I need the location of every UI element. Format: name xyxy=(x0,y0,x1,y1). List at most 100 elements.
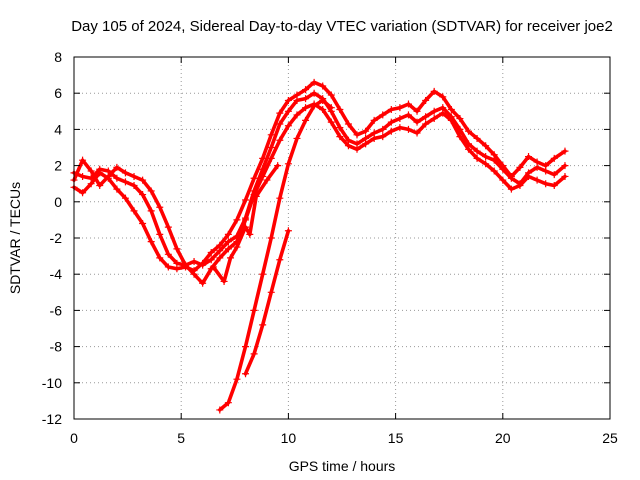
data-point xyxy=(79,189,87,197)
data-point xyxy=(259,154,267,162)
data-point xyxy=(130,172,138,180)
data-point xyxy=(233,216,241,224)
x-tick-label: 5 xyxy=(177,430,185,446)
data-point xyxy=(293,134,301,142)
data-point xyxy=(561,162,569,170)
series-markers-track-6 xyxy=(209,162,282,285)
data-point xyxy=(209,263,217,271)
data-point xyxy=(216,241,224,249)
data-point xyxy=(130,182,138,190)
chart-title: Day 105 of 2024, Sidereal Day-to-day VTE… xyxy=(71,18,613,35)
y-tick-label: 6 xyxy=(54,85,62,101)
data-point xyxy=(413,129,421,137)
data-point xyxy=(121,178,129,186)
data-point xyxy=(507,172,515,180)
data-point xyxy=(482,142,490,150)
data-point xyxy=(344,120,352,128)
data-point xyxy=(439,109,447,117)
data-point xyxy=(242,223,250,231)
data-point xyxy=(156,203,164,211)
data-point xyxy=(139,191,147,199)
axis-ticks: 0 5 10 15 20 25 -12 -10 -8 -6 -4 -2 0 2 4 6 8 xyxy=(42,49,618,446)
data-point xyxy=(336,124,344,132)
data-point xyxy=(181,263,189,271)
data-point xyxy=(233,243,241,251)
data-point xyxy=(482,153,490,161)
data-point xyxy=(104,174,112,182)
data-point xyxy=(319,96,327,104)
y-axis-label: SDTVAR / TECUs xyxy=(7,182,23,294)
data-point xyxy=(473,154,481,162)
data-point xyxy=(422,120,430,128)
data-point xyxy=(274,162,282,170)
series-markers-track-2 xyxy=(70,100,569,287)
y-tick-label: -8 xyxy=(50,339,63,355)
data-point xyxy=(250,306,258,314)
data-point xyxy=(430,107,438,115)
x-tick-label: 0 xyxy=(70,430,78,446)
data-point xyxy=(147,207,155,215)
data-point xyxy=(310,102,318,110)
data-point xyxy=(147,238,155,246)
data-point xyxy=(224,238,232,246)
data-point xyxy=(267,144,275,151)
data-point xyxy=(542,180,550,188)
y-tick-label: -2 xyxy=(50,230,63,246)
data-point xyxy=(284,160,292,168)
data-point xyxy=(302,95,310,103)
data-point xyxy=(404,100,412,108)
data-point xyxy=(516,163,524,171)
data-point xyxy=(430,87,438,95)
data-point xyxy=(336,133,344,141)
data-point xyxy=(396,115,404,123)
data-point xyxy=(139,220,147,228)
data-point xyxy=(336,105,344,113)
data-point xyxy=(276,109,284,117)
data-point xyxy=(224,230,232,238)
y-tick-label: -6 xyxy=(50,302,63,318)
data-point xyxy=(267,131,275,139)
data-point xyxy=(242,196,250,204)
data-point xyxy=(490,167,498,175)
y-tick-label: 0 xyxy=(54,194,62,210)
y-tick-label: 2 xyxy=(54,158,62,174)
data-point xyxy=(293,111,301,119)
data-point xyxy=(550,171,558,179)
data-point xyxy=(525,153,533,161)
data-point xyxy=(259,321,267,329)
data-point xyxy=(379,111,387,119)
x-tick-label: 10 xyxy=(281,430,297,446)
x-tick-label: 20 xyxy=(495,430,511,446)
data-point xyxy=(370,134,378,142)
data-point xyxy=(387,118,395,126)
data-point xyxy=(227,254,235,262)
data-point xyxy=(387,127,395,135)
y-tick-label: 8 xyxy=(54,49,62,65)
data-point xyxy=(550,154,558,162)
data-point xyxy=(173,265,181,273)
data-point xyxy=(507,185,515,193)
data-point xyxy=(447,105,455,113)
data-point xyxy=(353,131,361,139)
data-point xyxy=(173,245,181,253)
data-point xyxy=(259,270,267,278)
data-point xyxy=(284,96,292,104)
x-tick-label: 25 xyxy=(602,430,618,446)
data-point xyxy=(263,176,271,184)
data-point xyxy=(533,176,541,184)
data-point xyxy=(302,116,310,124)
data-point xyxy=(302,86,310,94)
data-point xyxy=(113,163,121,171)
data-point xyxy=(293,91,301,99)
data-point xyxy=(439,93,447,101)
data-point xyxy=(327,91,335,99)
data-point xyxy=(456,133,464,141)
data-point xyxy=(422,96,430,104)
data-point xyxy=(216,406,224,414)
data-point xyxy=(413,107,421,115)
data-point xyxy=(216,254,224,262)
data-point xyxy=(542,162,550,170)
series-track-4 xyxy=(218,98,334,412)
series-markers-track-4 xyxy=(216,96,335,414)
